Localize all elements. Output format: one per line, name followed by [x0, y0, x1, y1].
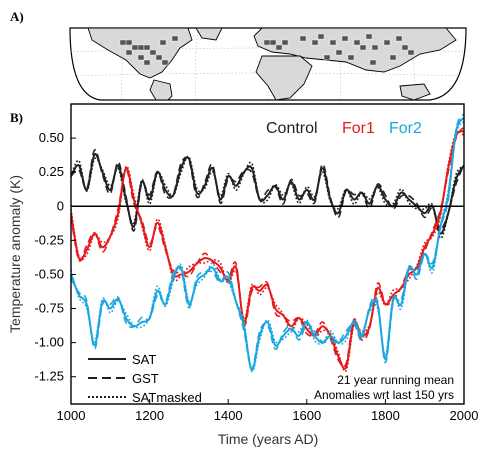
x-tick-label: 1400	[214, 408, 243, 423]
series-line-for2-satmasked	[71, 120, 464, 372]
x-tick-label: 1000	[57, 408, 86, 423]
x-tick-label: 2000	[450, 408, 478, 423]
series-line-for1-gst	[71, 126, 464, 368]
y-tick-label: 0.25	[39, 164, 64, 179]
series-line-control-gst	[71, 149, 464, 232]
south-america	[149, 79, 173, 100]
y-tick-label: -1.25	[34, 369, 64, 384]
run-legend: Control For1 For2	[266, 120, 422, 137]
data-grid-cells	[119, 33, 415, 66]
series-control	[71, 149, 464, 240]
x-tick-label: 1200	[135, 408, 164, 423]
legend-gst: GST	[132, 371, 159, 386]
note-anomalies: Anomalies wrt last 150 yrs	[314, 388, 454, 402]
greenland	[195, 28, 223, 41]
x-tick-label: 1800	[371, 408, 400, 423]
y-axis-title: Temperature anomaly (K)	[7, 175, 23, 333]
series-layer	[71, 113, 464, 373]
note-running-mean: 21 year running mean	[337, 373, 454, 387]
y-tick-label: -0.75	[34, 301, 64, 316]
plot-frame	[70, 103, 465, 405]
y-tick-label: -0.50	[34, 266, 64, 281]
legend-control: Control	[266, 120, 318, 137]
y-axis: 0.50 0.25 0 -0.25 -0.50 -0.75 -1.00 -1.25	[34, 130, 76, 384]
legend-sat: SAT	[132, 352, 156, 367]
y-tick-label: 0.50	[39, 130, 64, 145]
plot-area: 1000 1200 1400 1600 1800 2000 0.50 0.25 0 -0.25 -…	[7, 103, 478, 447]
panel-b-label: B)	[10, 110, 23, 125]
y-tick-label: 0	[57, 198, 64, 213]
series-line-for2-gst	[71, 113, 464, 370]
series-for1	[71, 126, 464, 373]
panel-a-label: A)	[10, 9, 24, 24]
series-line-for1-sat	[71, 130, 464, 370]
legend-satmasked: SATmasked	[132, 390, 202, 405]
style-legend: SAT GST SATmasked	[88, 352, 202, 405]
world-map	[69, 27, 467, 101]
series-for2	[71, 113, 464, 372]
legend-for1: For1	[342, 120, 375, 137]
australia	[399, 83, 431, 100]
series-line-for1-satmasked	[71, 130, 464, 373]
series-line-control-satmasked	[71, 155, 464, 240]
africa	[255, 55, 313, 100]
x-axis: 1000 1200 1400 1600 1800 2000	[57, 399, 478, 423]
x-tick-label: 1600	[292, 408, 321, 423]
series-line-for2-sat	[71, 116, 464, 371]
y-tick-label: -0.25	[34, 232, 64, 247]
legend-for2: For2	[389, 120, 422, 137]
x-axis-title: Time (years AD)	[218, 431, 319, 447]
y-tick-label: -1.00	[34, 335, 64, 350]
